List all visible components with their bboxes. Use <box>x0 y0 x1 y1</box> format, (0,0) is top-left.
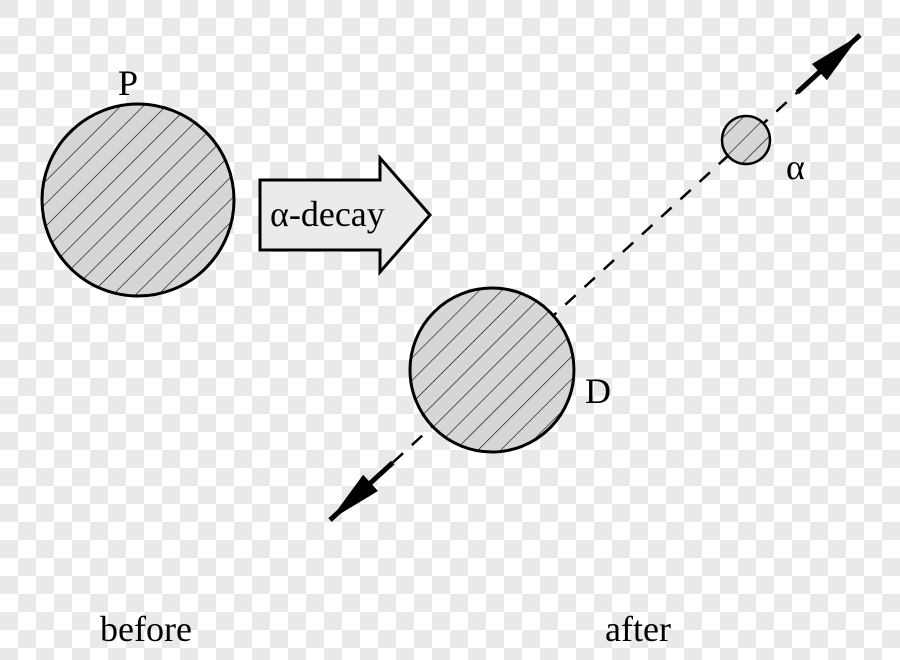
alpha-particle <box>722 116 770 164</box>
daughter-label: D <box>585 370 611 412</box>
momentum-line <box>330 35 860 520</box>
daughter-nucleus <box>410 288 574 452</box>
alpha-particle-label: α <box>786 146 805 188</box>
decay-arrow-label: α-decay <box>270 193 385 235</box>
parent-label: P <box>118 62 138 104</box>
before-caption: before <box>100 608 192 650</box>
after-caption: after <box>605 608 671 650</box>
parent-nucleus <box>42 104 234 296</box>
